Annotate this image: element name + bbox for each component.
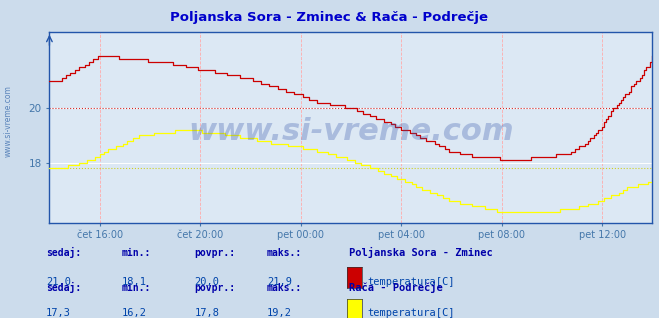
Text: 21,9: 21,9 xyxy=(267,277,292,287)
Text: www.si-vreme.com: www.si-vreme.com xyxy=(188,116,514,146)
Text: Poljanska Sora - Zminec: Poljanska Sora - Zminec xyxy=(349,247,493,258)
Text: min.:: min.: xyxy=(122,283,152,293)
Text: sedaj:: sedaj: xyxy=(46,247,81,258)
Text: 19,2: 19,2 xyxy=(267,308,292,318)
Text: min.:: min.: xyxy=(122,248,152,258)
Text: maks.:: maks.: xyxy=(267,283,302,293)
Text: www.si-vreme.com: www.si-vreme.com xyxy=(3,85,13,157)
Text: 21,0: 21,0 xyxy=(46,277,71,287)
Text: Poljanska Sora - Zminec & Rača - Podrečje: Poljanska Sora - Zminec & Rača - Podrečj… xyxy=(171,11,488,24)
Text: temperatura[C]: temperatura[C] xyxy=(368,308,455,318)
Text: povpr.:: povpr.: xyxy=(194,248,235,258)
Text: povpr.:: povpr.: xyxy=(194,283,235,293)
Text: 20,0: 20,0 xyxy=(194,277,219,287)
Text: 16,2: 16,2 xyxy=(122,308,147,318)
Text: temperatura[C]: temperatura[C] xyxy=(368,277,455,287)
Text: sedaj:: sedaj: xyxy=(46,282,81,293)
Text: maks.:: maks.: xyxy=(267,248,302,258)
Text: 18,1: 18,1 xyxy=(122,277,147,287)
Text: Rača - Podrečje: Rača - Podrečje xyxy=(349,282,443,293)
Text: 17,8: 17,8 xyxy=(194,308,219,318)
Text: 17,3: 17,3 xyxy=(46,308,71,318)
